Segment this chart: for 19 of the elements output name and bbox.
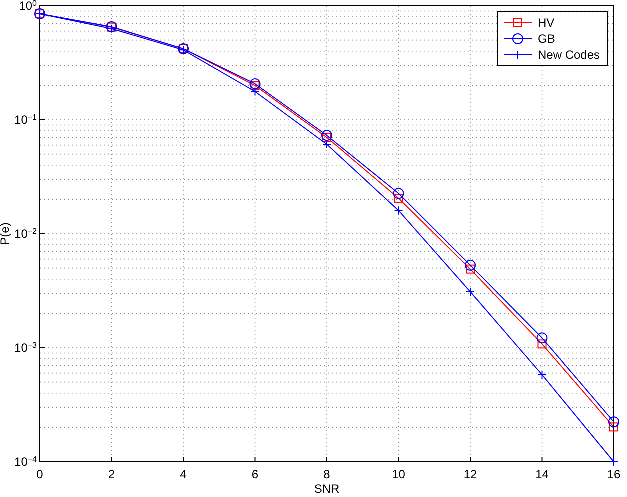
legend-label: New Codes bbox=[538, 48, 600, 62]
x-tick-label: 14 bbox=[536, 468, 550, 482]
y-tick-label: 10$^{0}$ bbox=[19, 0, 38, 13]
x-tick-label: 12 bbox=[464, 468, 478, 482]
y-axis-title: P(e) bbox=[0, 222, 12, 246]
legend-label: GB bbox=[538, 32, 556, 46]
legend-label: HV bbox=[538, 16, 555, 30]
x-tick-label: 6 bbox=[252, 468, 259, 482]
x-axis-title: SNR bbox=[314, 482, 340, 496]
x-tick-label: 10 bbox=[392, 468, 406, 482]
x-tick-label: 0 bbox=[36, 468, 44, 482]
y-tick-label: 10$^{−1}$ bbox=[14, 112, 38, 127]
x-tick-label: 8 bbox=[324, 468, 331, 482]
y-tick-label: 10$^{−3}$ bbox=[14, 340, 38, 355]
x-tick-label: 16 bbox=[607, 468, 621, 482]
x-tick-label: 4 bbox=[180, 468, 188, 482]
x-tick-label: 2 bbox=[108, 468, 116, 482]
y-tick-label: 10$^{−2}$ bbox=[14, 226, 38, 241]
y-tick-label: 10$^{−4}$ bbox=[14, 454, 38, 469]
